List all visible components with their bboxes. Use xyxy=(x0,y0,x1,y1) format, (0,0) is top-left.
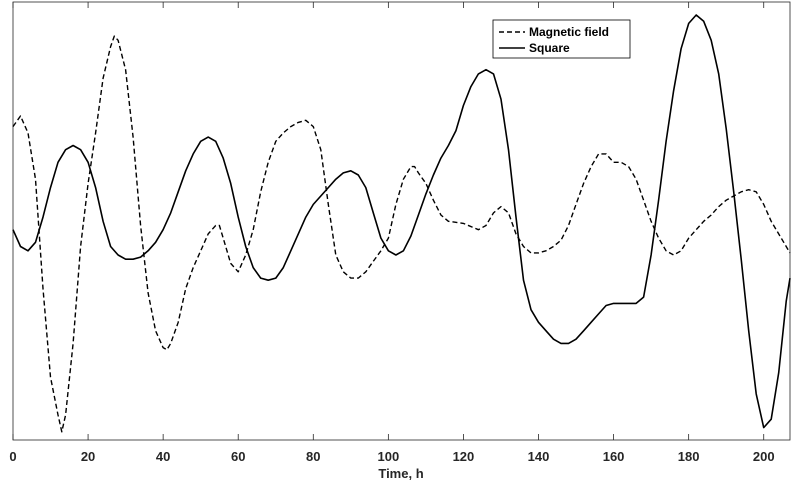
x-axis-label: Time, h xyxy=(378,466,423,481)
x-tick-label-100: 100 xyxy=(378,449,400,464)
legend-box xyxy=(492,19,631,59)
x-axis: 0 20 40 60 80 100 120 140 160 180 200 xyxy=(9,2,775,464)
x-tick-label-0: 0 xyxy=(9,449,16,464)
x-tick-label-140: 140 xyxy=(528,449,550,464)
x-tick-label-20: 20 xyxy=(81,449,95,464)
legend-label-magnetic-field: Magnetic field xyxy=(529,25,609,39)
x-tick-label-40: 40 xyxy=(156,449,170,464)
x-tick-label-60: 60 xyxy=(231,449,245,464)
legend: Magnetic field Square xyxy=(492,19,631,59)
x-tick-label-120: 120 xyxy=(453,449,475,464)
series-line-square xyxy=(12,14,791,429)
x-tick-label-180: 180 xyxy=(678,449,700,464)
x-tick-label-160: 160 xyxy=(603,449,625,464)
plot-frame xyxy=(12,1,791,441)
x-tick-label-200: 200 xyxy=(753,449,775,464)
plot-area xyxy=(12,1,791,441)
x-tick-label-80: 80 xyxy=(306,449,320,464)
legend-label-square: Square xyxy=(529,41,570,55)
